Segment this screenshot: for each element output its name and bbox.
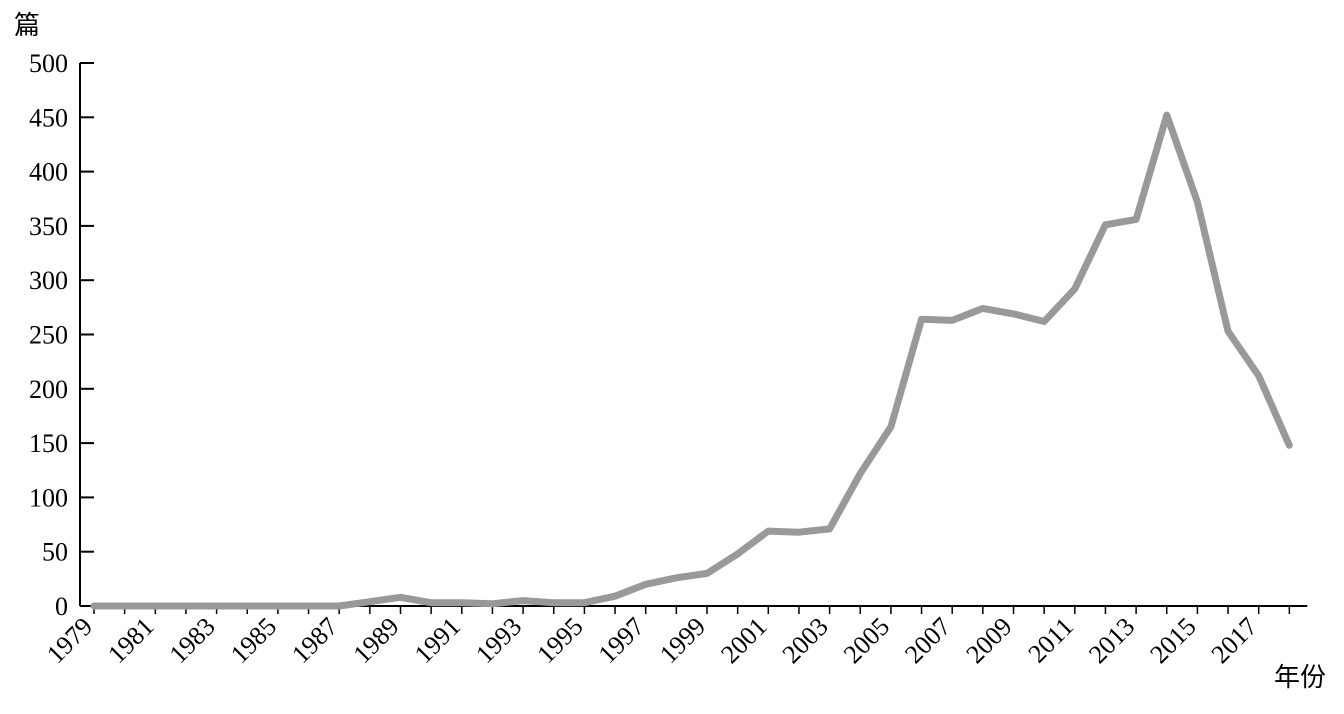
x-tick-label: 2011 — [1022, 612, 1079, 669]
x-tick-label: 2007 — [899, 612, 956, 669]
x-tick-label: 2009 — [960, 612, 1017, 669]
series-group — [90, 111, 1293, 610]
y-axis: 0 50 100 150 200 250 300 350 400 450 500 — [29, 49, 94, 621]
x-tick-label: 1993 — [470, 612, 527, 669]
y-tick-label: 450 — [29, 103, 68, 132]
x-tick-label: 1995 — [531, 612, 588, 669]
x-tick-label: 1999 — [654, 612, 711, 669]
x-tick-label: 2003 — [777, 612, 834, 669]
y-axis-label: 篇 — [14, 11, 40, 41]
y-tick-label: 0 — [55, 592, 68, 621]
x-axis-label: 年份 — [1274, 663, 1326, 693]
series-line-0 — [90, 111, 1293, 610]
y-tick-label: 200 — [29, 375, 68, 404]
y-tick-label: 350 — [29, 212, 68, 241]
y-tick-label: 250 — [29, 321, 68, 350]
x-tick-label: 2001 — [715, 612, 772, 669]
y-tick-label: 100 — [29, 483, 68, 512]
y-tick-label: 400 — [29, 158, 68, 187]
y-tick-label: 500 — [29, 49, 68, 78]
axes — [79, 63, 1308, 607]
x-tick-label: 1983 — [164, 612, 221, 669]
x-tick-label: 2013 — [1083, 612, 1140, 669]
x-tick-label: 1997 — [593, 612, 650, 669]
x-tick-label: 1989 — [347, 612, 404, 669]
x-axis: 1979 1981 1983 1985 1987 1989 1991 1993 1995 1997… — [41, 606, 1291, 669]
x-tick-label: 2015 — [1144, 612, 1201, 669]
x-tick-label: 1987 — [286, 612, 343, 669]
x-tick-label: 1979 — [41, 612, 98, 669]
x-tick-label: 2005 — [838, 612, 895, 669]
x-tick-label: 2017 — [1206, 612, 1263, 669]
x-tick-label: 1991 — [409, 612, 466, 669]
y-tick-label: 150 — [29, 429, 68, 458]
y-tick-label: 50 — [42, 538, 68, 567]
x-tick-label: 1981 — [102, 612, 159, 669]
y-tick-label: 300 — [29, 266, 68, 295]
x-tick-label: 1985 — [225, 612, 282, 669]
